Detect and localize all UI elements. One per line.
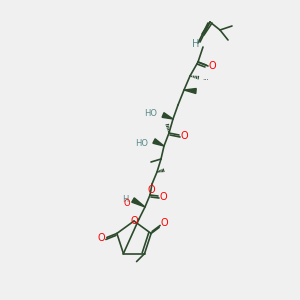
- Polygon shape: [184, 88, 196, 94]
- Text: O: O: [159, 192, 167, 202]
- Text: H: H: [192, 39, 200, 49]
- Polygon shape: [162, 113, 173, 119]
- Polygon shape: [153, 139, 164, 146]
- Text: O: O: [160, 218, 168, 228]
- Text: HO: HO: [136, 139, 148, 148]
- Text: O: O: [97, 233, 105, 243]
- Text: ...: ...: [202, 75, 209, 81]
- Text: O: O: [130, 216, 138, 226]
- Text: O: O: [180, 131, 188, 141]
- Text: H: H: [122, 194, 128, 203]
- Text: O: O: [124, 200, 130, 208]
- Text: O: O: [147, 185, 155, 195]
- Text: HO: HO: [145, 109, 158, 118]
- Text: O: O: [208, 61, 216, 71]
- Polygon shape: [132, 198, 145, 207]
